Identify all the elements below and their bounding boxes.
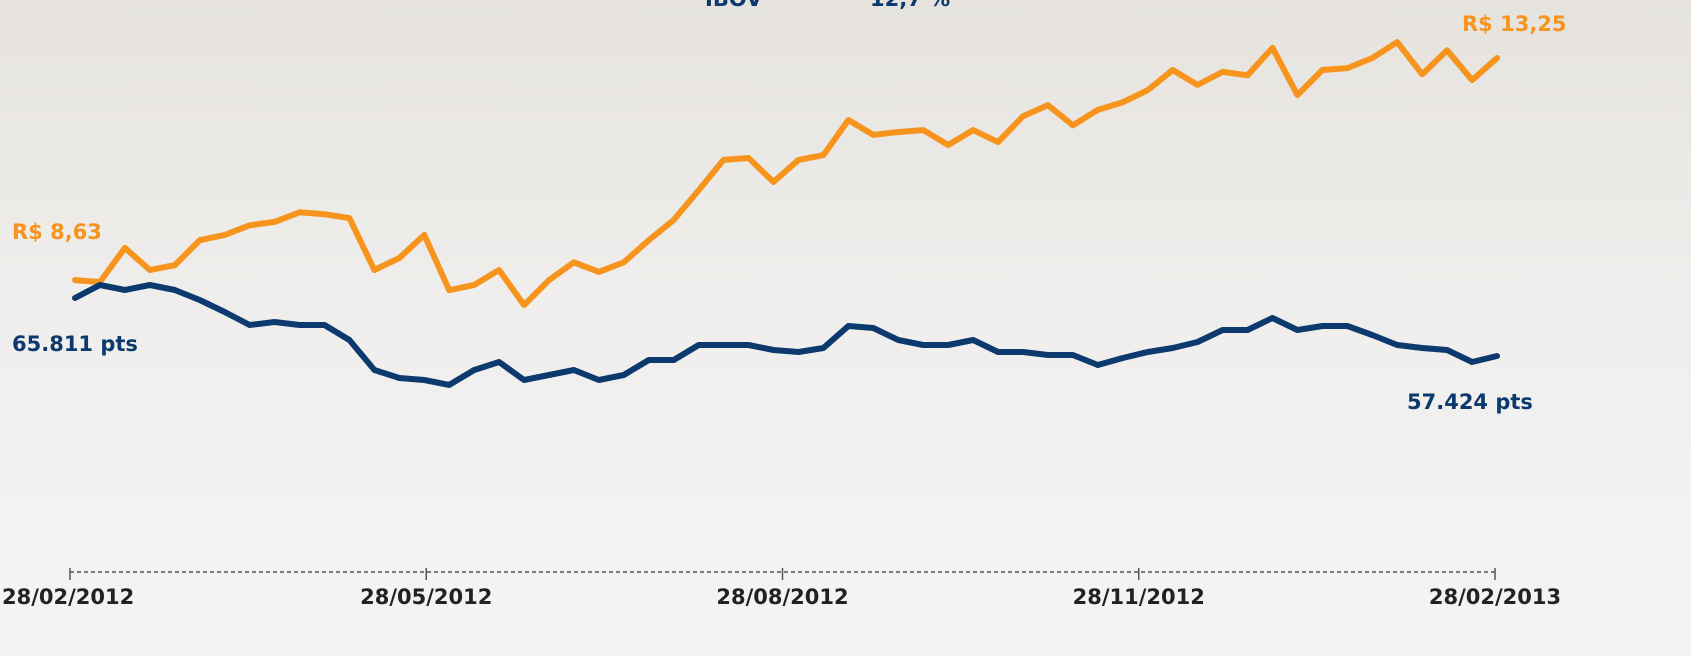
- header-change: 12,7 %: [870, 0, 950, 11]
- value-label: 65.811 pts: [12, 332, 138, 356]
- series-line: [72, 39, 1500, 309]
- value-label: R$ 13,25: [1462, 12, 1567, 36]
- x-tick-label: 28/08/2012: [716, 585, 848, 609]
- series-line: [72, 282, 1500, 388]
- x-tick-label: 28/02/2013: [1429, 585, 1561, 609]
- x-tick-label: 28/02/2012: [2, 585, 134, 609]
- header-label: IBOV: [705, 0, 763, 11]
- x-tick-label: 28/05/2012: [360, 585, 492, 609]
- value-label: R$ 8,63: [12, 220, 102, 244]
- value-label: 57.424 pts: [1407, 390, 1533, 414]
- x-tick-label: 28/11/2012: [1073, 585, 1205, 609]
